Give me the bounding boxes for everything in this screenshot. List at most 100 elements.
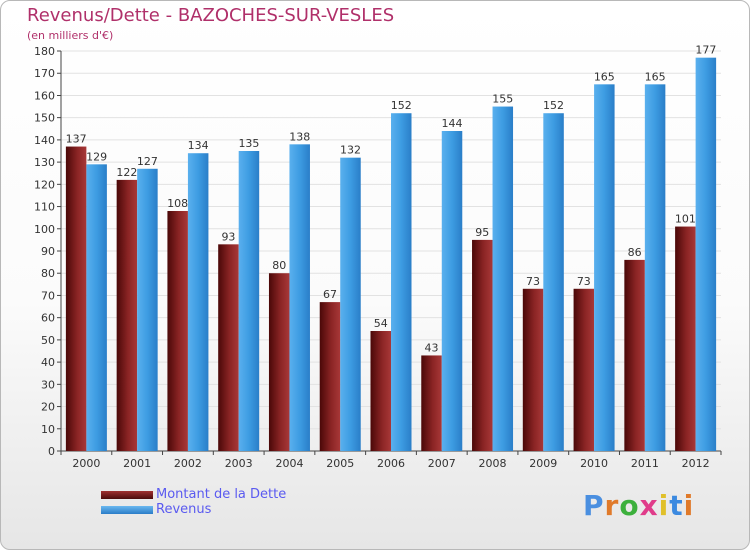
logo-letter: i [658, 489, 670, 522]
y-tick-label: 60 [41, 312, 55, 325]
data-label-dette: 54 [374, 317, 388, 330]
y-tick-label: 90 [41, 245, 55, 258]
x-tick-label: 2003 [225, 457, 253, 470]
y-tick-label: 130 [34, 156, 55, 169]
data-label-revenus: 165 [594, 70, 615, 83]
data-label-dette: 95 [475, 226, 489, 239]
y-tick-label: 140 [34, 134, 55, 147]
x-tick-label: 2004 [275, 457, 303, 470]
data-label-dette: 93 [221, 230, 235, 243]
logo-letter: x [639, 489, 659, 522]
bar-dette [319, 302, 341, 451]
y-tick-label: 180 [34, 45, 55, 58]
x-tick-label: 2001 [123, 457, 151, 470]
data-label-revenus: 144 [442, 117, 463, 130]
data-label-revenus: 135 [238, 137, 259, 150]
x-tick-label: 2000 [72, 457, 100, 470]
x-tick-label: 2009 [529, 457, 557, 470]
y-tick-label: 160 [34, 89, 55, 102]
data-label-dette: 73 [577, 275, 591, 288]
y-tick-label: 50 [41, 334, 55, 347]
bar-revenus [340, 157, 361, 451]
bar-dette [116, 179, 138, 451]
x-tick-label: 2012 [682, 457, 710, 470]
bar-revenus [86, 164, 107, 452]
logo-letter: i [683, 489, 695, 522]
proxiti-logo: Proxiti [583, 489, 694, 522]
bar-dette [65, 146, 87, 452]
data-label-revenus: 177 [695, 44, 716, 57]
x-tick-label: 2005 [326, 457, 354, 470]
bar-revenus [238, 151, 260, 451]
data-label-revenus: 127 [137, 155, 158, 168]
y-tick-label: 40 [41, 356, 55, 369]
bar-revenus [492, 106, 514, 452]
bar-dette [624, 259, 645, 451]
y-tick-label: 0 [48, 445, 55, 458]
bar-revenus [187, 153, 209, 451]
logo-letter: r [604, 489, 620, 522]
legend-label-revenus: Revenus [156, 502, 212, 517]
data-label-dette: 73 [526, 275, 540, 288]
y-tick-label: 120 [34, 178, 55, 191]
bar-revenus [543, 113, 564, 451]
data-label-dette: 67 [323, 288, 337, 301]
data-label-revenus: 129 [86, 150, 107, 163]
data-label-revenus: 165 [645, 70, 666, 83]
bar-dette [675, 226, 696, 451]
bar-dette [522, 288, 544, 451]
y-tick-label: 20 [41, 401, 55, 414]
data-label-dette: 101 [675, 213, 696, 226]
bar-revenus [695, 57, 717, 452]
bar-dette [218, 244, 239, 451]
y-tick-label: 170 [34, 67, 55, 80]
y-tick-label: 30 [41, 378, 55, 391]
x-tick-label: 2002 [174, 457, 202, 470]
y-tick-label: 110 [34, 201, 55, 214]
data-label-revenus: 152 [543, 99, 564, 112]
data-label-revenus: 134 [188, 139, 209, 152]
logo-letter: t [669, 489, 684, 522]
bar-dette [370, 331, 391, 451]
bar-revenus [391, 113, 412, 451]
bar-revenus [644, 84, 666, 451]
data-label-dette: 122 [116, 166, 137, 179]
chart-title: Revenus/Dette - BAZOCHES-SUR-VESLES [27, 5, 395, 26]
logo-letter: o [619, 489, 640, 522]
y-tick-label: 80 [41, 267, 55, 280]
data-label-dette: 80 [272, 259, 286, 272]
bar-revenus [289, 144, 310, 452]
x-tick-label: 2011 [631, 457, 659, 470]
data-label-revenus: 155 [492, 93, 513, 106]
data-label-revenus: 152 [391, 99, 412, 112]
chart-subtitle: (en milliers d'€) [27, 29, 114, 42]
x-tick-label: 2006 [377, 457, 405, 470]
legend-swatch-revenus [101, 506, 153, 514]
data-label-revenus: 138 [289, 130, 310, 143]
logo-letter: P [583, 489, 605, 522]
y-tick-label: 100 [34, 223, 55, 236]
data-label-dette: 108 [167, 197, 188, 210]
bar-dette [573, 288, 595, 451]
x-tick-label: 2008 [479, 457, 507, 470]
legend-label-dette: Montant de la Dette [156, 487, 287, 502]
y-tick-label: 70 [41, 289, 55, 302]
data-label-dette: 43 [425, 341, 439, 354]
bar-dette [472, 239, 493, 451]
x-tick-label: 2010 [580, 457, 608, 470]
bar-revenus [594, 84, 615, 451]
bar-dette [268, 273, 290, 451]
data-label-dette: 137 [66, 133, 87, 146]
bar-revenus [441, 131, 463, 451]
legend-swatch-dette [101, 491, 153, 499]
x-tick-label: 2007 [428, 457, 456, 470]
bar-dette [167, 211, 188, 451]
bar-dette [421, 355, 442, 451]
data-label-revenus: 132 [340, 144, 361, 157]
y-tick-label: 10 [41, 423, 55, 436]
y-tick-label: 150 [34, 112, 55, 125]
data-label-dette: 86 [628, 246, 642, 259]
bar-revenus [137, 168, 158, 451]
